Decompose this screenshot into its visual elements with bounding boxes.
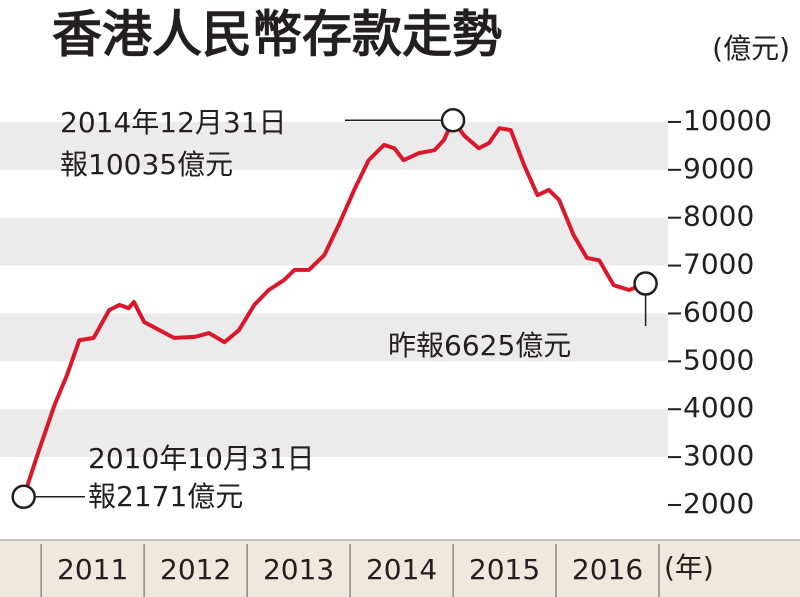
y-tick-label: 4000 [683, 391, 754, 424]
y-tick-label: 10000 [683, 104, 772, 137]
y-tick-label: 7000 [683, 248, 754, 281]
grid-band [0, 313, 668, 362]
y-unit: (億元) [712, 32, 790, 65]
highlight-point [633, 271, 658, 296]
highlight-point [11, 484, 36, 510]
x-tick-label: 2011 [57, 553, 128, 586]
grid-band [0, 409, 668, 458]
y-tick-label: 5000 [683, 343, 754, 376]
annotation: 報10035億元 [60, 148, 233, 181]
data-line [21, 118, 647, 498]
annotation: 2010年10月31日 [88, 442, 315, 475]
y-tick-label: 9000 [683, 152, 754, 185]
y-tick-label: 3000 [683, 439, 754, 472]
y-tick-label: 2000 [683, 487, 754, 520]
x-tick-label: 2015 [469, 553, 540, 586]
annotation: 報2171億元 [88, 480, 243, 513]
y-tick-label: 8000 [683, 200, 754, 233]
grid-band [0, 217, 668, 266]
y-tick-label: 6000 [683, 295, 754, 328]
annotation: 昨報6625億元 [388, 329, 571, 362]
x-tick-label: 2013 [263, 553, 334, 586]
x-tick-label: 2012 [160, 553, 231, 586]
grid-band [0, 121, 668, 170]
chart-title: 香港人民幣存款走勢 [52, 6, 502, 62]
annotation: 2014年12月31日 [60, 106, 287, 139]
x-axis-band [0, 540, 800, 597]
x-tick-label: 2014 [366, 553, 437, 586]
x-tick-label: 2016 [572, 553, 643, 586]
highlight-point [440, 108, 466, 133]
x-unit: (年) [664, 551, 714, 584]
